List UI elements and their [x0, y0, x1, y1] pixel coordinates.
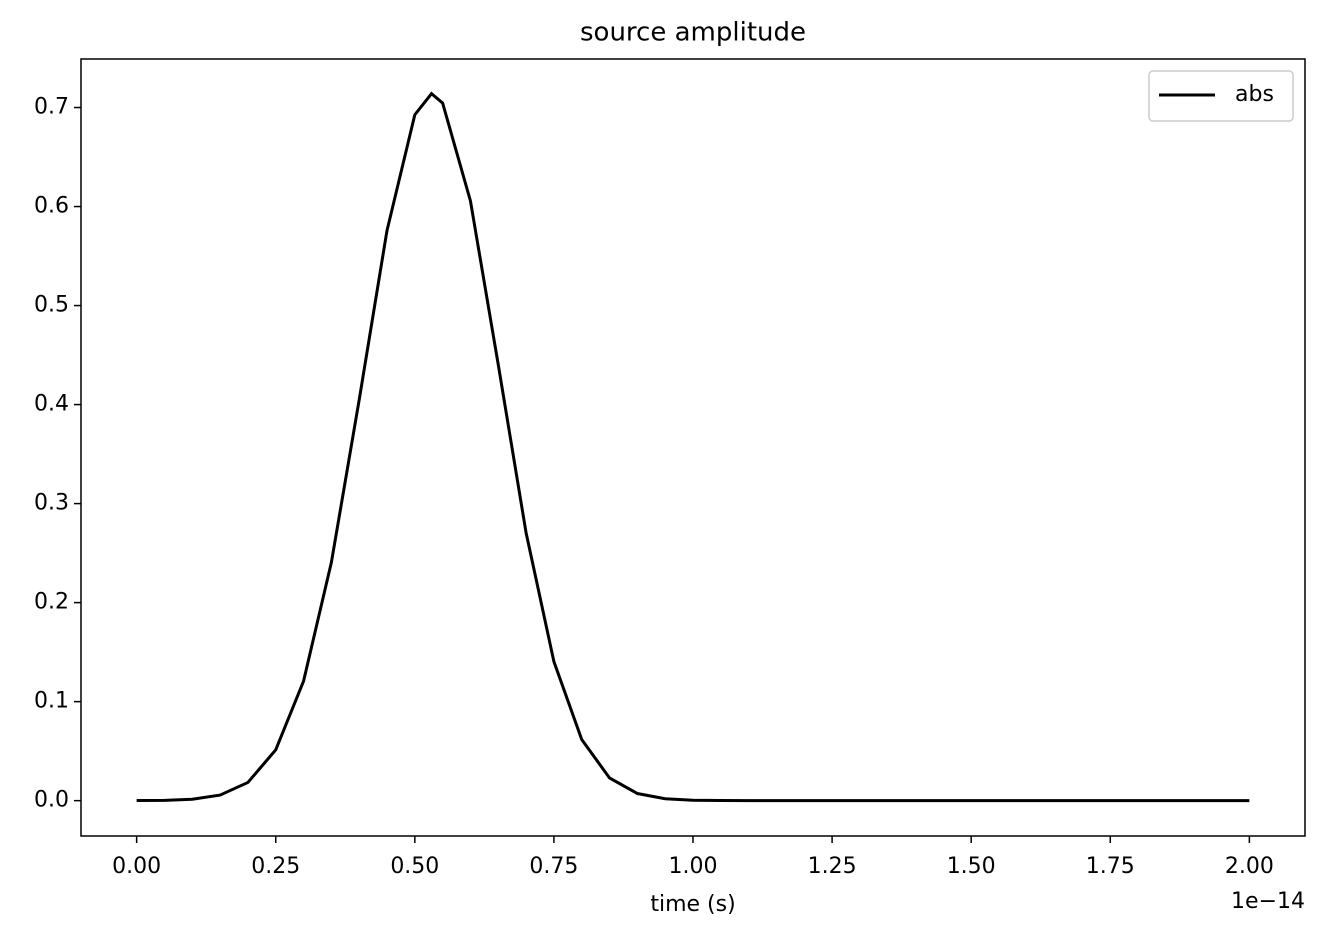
y-tick-label: 0.1	[34, 689, 69, 714]
x-tick-label: 0.25	[251, 854, 300, 879]
x-offset-label: 1e−14	[1231, 889, 1305, 914]
y-tick-label: 0.2	[34, 590, 69, 615]
data-line	[136, 91, 1250, 803]
x-tick-label: 0.50	[390, 854, 439, 879]
x-axis-label: time (s)	[650, 892, 735, 917]
y-tick-label: 0.0	[34, 788, 69, 813]
x-tick-label: 1.75	[1086, 854, 1135, 879]
x-tick-label: 0.00	[112, 854, 161, 879]
legend-box	[1148, 70, 1294, 122]
y-tick-label: 0.5	[34, 293, 69, 318]
x-tick-label: 2.00	[1225, 854, 1274, 879]
y-tick-label: 0.6	[34, 194, 69, 219]
x-tick-label: 1.25	[808, 854, 857, 879]
y-tick-label: 0.3	[34, 491, 69, 516]
x-tick-label: 1.50	[947, 854, 996, 879]
chart-title: source amplitude	[580, 18, 806, 48]
x-tick-label: 1.00	[669, 854, 718, 879]
x-tick-label: 0.75	[529, 854, 578, 879]
y-tick-label: 0.4	[34, 392, 69, 417]
legend-label: abs	[1235, 82, 1274, 107]
plot-frame	[80, 58, 1306, 837]
y-tick-label: 0.7	[34, 95, 69, 120]
